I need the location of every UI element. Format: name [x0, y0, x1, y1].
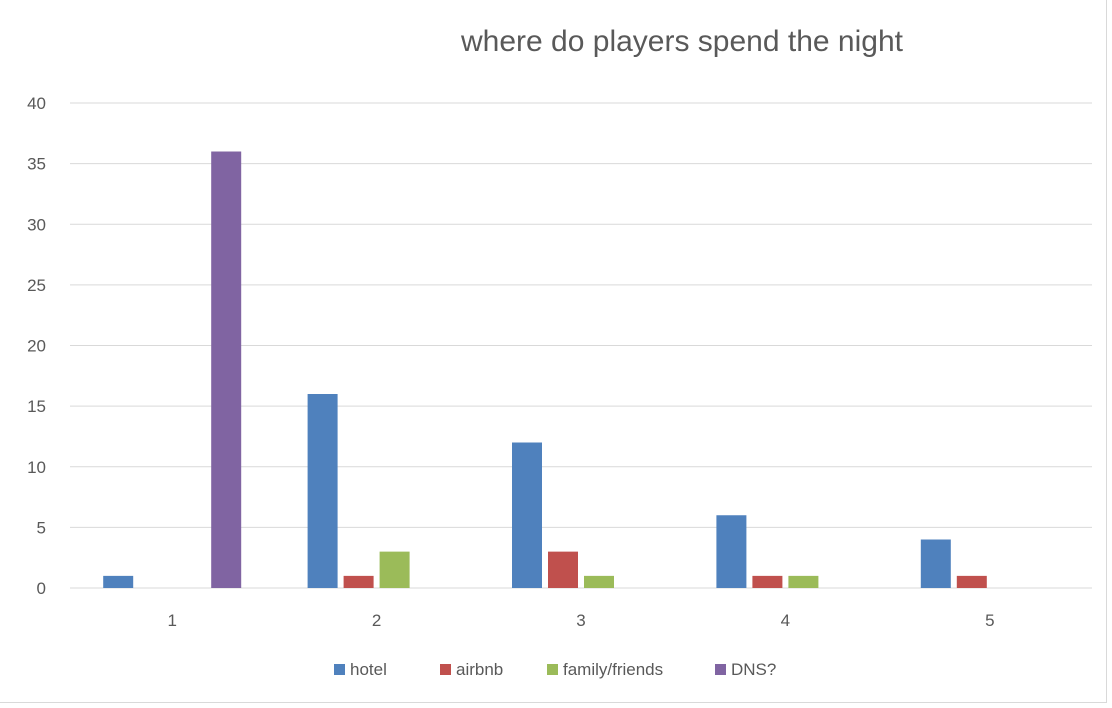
y-tick-label: 40 — [27, 94, 46, 113]
bar-airbnb-4 — [752, 575, 783, 588]
bar-family-friends-4 — [788, 575, 819, 588]
x-tick-label: 5 — [985, 611, 994, 630]
y-tick-label: 10 — [27, 458, 46, 477]
bar-hotel-4 — [716, 515, 747, 588]
y-tick-label: 20 — [27, 337, 46, 356]
bar-hotel-2 — [307, 394, 338, 588]
chart-title: where do players spend the night — [460, 25, 904, 58]
legend: hotel airbnb family/friends DNS? — [334, 660, 776, 679]
legend-swatch — [715, 664, 726, 675]
bar-hotel-1 — [103, 575, 134, 588]
bar-hotel-3 — [512, 442, 542, 588]
legend-label: DNS? — [731, 660, 776, 679]
x-tick-label: 4 — [781, 611, 790, 630]
x-axis-ticks: 1 2 3 4 5 — [167, 611, 994, 630]
x-tick-label: 2 — [372, 611, 381, 630]
bar-airbnb-5 — [956, 575, 987, 588]
y-tick-label: 0 — [37, 579, 46, 598]
legend-swatch — [334, 664, 345, 675]
legend-swatch — [547, 664, 558, 675]
y-tick-label: 15 — [27, 397, 46, 416]
y-tick-label: 30 — [27, 215, 46, 234]
bars — [103, 151, 987, 588]
y-tick-label: 35 — [27, 155, 46, 174]
legend-swatch — [440, 664, 451, 675]
bar-family-friends-3 — [584, 575, 614, 588]
bar-airbnb-3 — [548, 551, 578, 588]
legend-label: airbnb — [456, 660, 503, 679]
y-tick-label: 5 — [37, 518, 46, 537]
y-tick-label: 25 — [27, 276, 46, 295]
bar-hotel-5 — [920, 539, 951, 588]
bar-airbnb-2 — [343, 575, 374, 588]
y-axis-ticks: 0 5 10 15 20 25 30 35 40 — [27, 94, 46, 598]
legend-label: hotel — [350, 660, 387, 679]
legend-label: family/friends — [563, 660, 663, 679]
x-tick-label: 3 — [576, 611, 585, 630]
x-tick-label: 1 — [167, 611, 176, 630]
bar-family-friends-2 — [379, 551, 410, 588]
bar-dns-1 — [211, 151, 242, 588]
